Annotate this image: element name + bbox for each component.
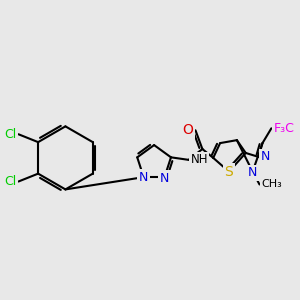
Text: Cl: Cl xyxy=(4,128,16,141)
Text: CH₃: CH₃ xyxy=(262,179,282,190)
Text: NH: NH xyxy=(190,153,208,167)
Text: N: N xyxy=(139,171,148,184)
Text: Cl: Cl xyxy=(4,175,16,188)
Text: O: O xyxy=(183,123,194,137)
Text: S: S xyxy=(225,165,233,179)
Text: N: N xyxy=(160,172,169,184)
Text: N: N xyxy=(248,166,257,179)
Text: F₃C: F₃C xyxy=(273,122,294,135)
Text: N: N xyxy=(260,150,270,164)
